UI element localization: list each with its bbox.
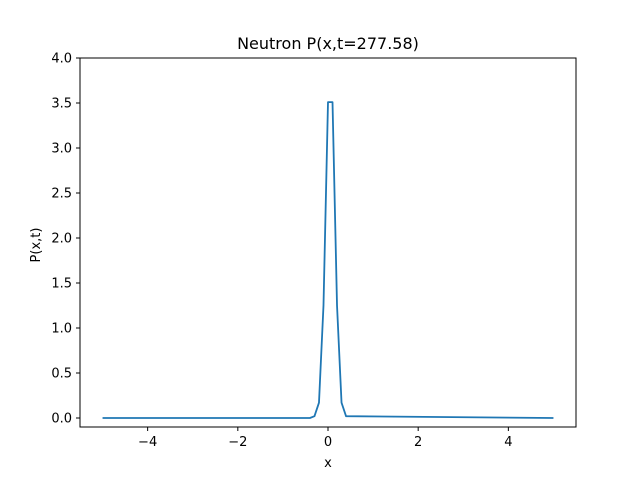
y-tick-label: 1.0 bbox=[51, 322, 72, 337]
y-tick-label: 0.5 bbox=[51, 367, 72, 382]
y-tick-label: 2.0 bbox=[51, 232, 72, 247]
x-axis-label: x bbox=[324, 456, 332, 471]
series-line bbox=[102, 101, 554, 419]
plot-lines bbox=[102, 101, 554, 419]
ticks: −4 −2 0 2 4 0.0 0.5 1.0 1.5 2.0 2.5 3.0 3.5 4.0 bbox=[51, 52, 512, 451]
x-tick-label: −4 bbox=[138, 435, 157, 450]
chart-title: Neutron P(x,t=277.58) bbox=[237, 34, 419, 53]
y-tick-label: 1.5 bbox=[51, 277, 72, 292]
y-tick-label: 4.0 bbox=[51, 52, 72, 67]
x-tick-label: 2 bbox=[414, 435, 422, 450]
y-tick-label: 2.5 bbox=[51, 187, 72, 202]
y-axis-label: P(x,t) bbox=[29, 228, 44, 263]
x-tick-label: −2 bbox=[228, 435, 247, 450]
y-tick-label: 3.0 bbox=[51, 142, 72, 157]
plot-frame bbox=[79, 57, 577, 428]
y-tick-label: 0.0 bbox=[51, 412, 72, 427]
y-tick-label: 3.5 bbox=[51, 97, 72, 112]
x-tick-label: 0 bbox=[324, 435, 332, 450]
x-tick-label: 4 bbox=[504, 435, 512, 450]
